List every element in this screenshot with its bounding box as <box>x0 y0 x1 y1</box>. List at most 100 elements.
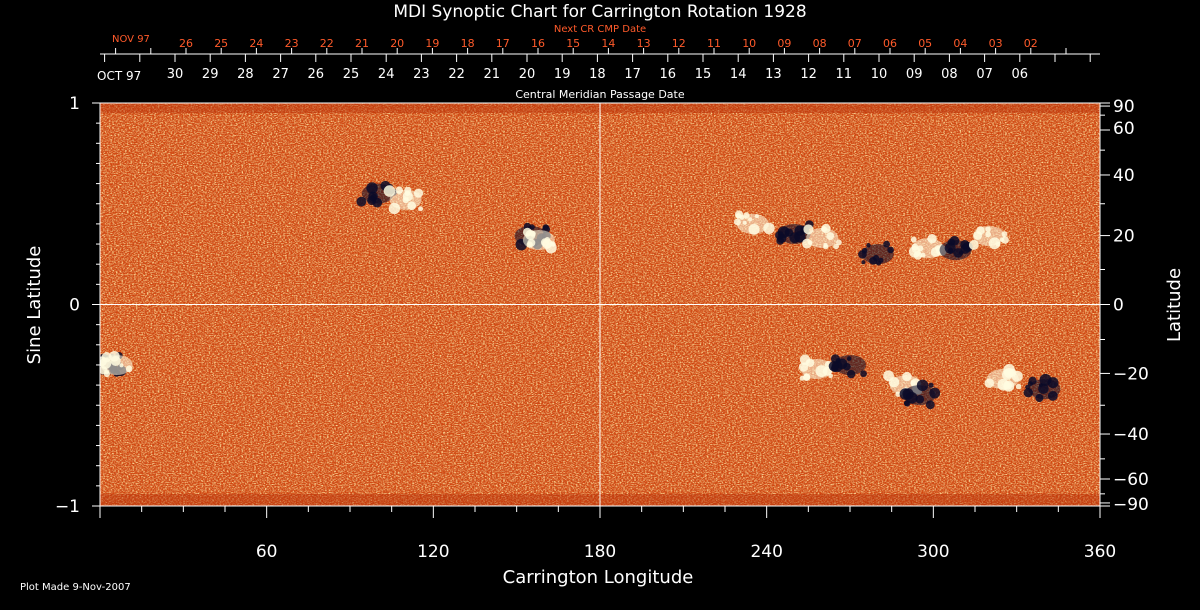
cmp-day-label: 27 <box>272 67 289 82</box>
cmp-day-label: 12 <box>800 67 817 82</box>
positive-region <box>802 223 842 250</box>
region-speck <box>821 226 828 233</box>
cmp-day-label: 08 <box>941 67 958 82</box>
next-cr-day-label: 05 <box>918 37 932 50</box>
cmp-day-label: 10 <box>871 67 888 82</box>
negative-region <box>828 354 867 379</box>
y-right-tick-label: 90 <box>1113 97 1135 117</box>
next-cr-day-label: 18 <box>461 37 475 50</box>
next-cr-day-label: 03 <box>989 37 1003 50</box>
cmp-day-label: 09 <box>906 67 923 82</box>
next-cr-day-label: 25 <box>214 37 228 50</box>
region-speck <box>413 188 424 198</box>
cmp-month-label: OCT 97 <box>97 69 141 83</box>
next-cr-day-label: 09 <box>777 37 791 50</box>
region-speck <box>888 377 900 388</box>
next-cr-day-label: 11 <box>707 37 721 50</box>
region-speck <box>742 220 747 225</box>
region-speck <box>101 352 112 363</box>
y-left-tick-label: 1 <box>69 94 80 114</box>
region-speck <box>895 391 901 397</box>
next-cr-axis-label: Next CR CMP Date <box>554 24 646 35</box>
cmp-day-label: 18 <box>589 67 606 82</box>
next-cr-day-label: 22 <box>320 37 334 50</box>
region-speck <box>826 232 835 240</box>
y-left-axis-label: Sine Latitude <box>24 246 45 365</box>
x-tick-label: 360 <box>1084 542 1116 562</box>
next-cr-day-label: 14 <box>601 37 615 50</box>
y-right-tick-label: 40 <box>1113 166 1135 186</box>
region-speck <box>527 238 536 247</box>
region-speck <box>928 382 934 388</box>
x-tick-label: 120 <box>417 542 449 562</box>
cmp-day-label: 23 <box>413 67 430 82</box>
region-speck <box>846 356 852 361</box>
y-right-tick-label: −20 <box>1113 364 1149 384</box>
positive-region <box>968 225 1009 250</box>
cmp-day-label: 15 <box>695 67 712 82</box>
region-speck <box>1047 390 1058 401</box>
positive-region <box>522 227 557 254</box>
negative-region <box>1023 373 1061 403</box>
region-speck <box>763 222 775 235</box>
next-cr-day-label: 26 <box>179 37 193 50</box>
chart-title: MDI Synoptic Chart for Carrington Rotati… <box>393 2 806 22</box>
next-cr-month-label: NOV 97 <box>112 34 150 45</box>
region-speck <box>366 182 378 194</box>
cmp-day-label: 07 <box>976 67 993 82</box>
region-speck <box>754 214 759 219</box>
region-speck <box>858 250 867 259</box>
cmp-day-label: 28 <box>237 67 254 82</box>
region-speck <box>367 195 377 205</box>
cmp-day-label: 25 <box>343 67 360 82</box>
region-speck <box>540 238 550 247</box>
region-speck <box>910 236 917 243</box>
next-cr-day-label: 13 <box>637 37 651 50</box>
cmp-day-label: 20 <box>519 67 536 82</box>
cmp-day-label: 14 <box>730 67 747 82</box>
cmp-day-label: 17 <box>624 67 641 82</box>
region-speck <box>846 370 856 379</box>
next-cr-day-label: 08 <box>813 37 827 50</box>
region-speck <box>418 206 424 212</box>
region-speck <box>872 254 880 262</box>
cmp-day-label: 11 <box>836 67 853 82</box>
cmp-day-label: 26 <box>308 67 325 82</box>
region-speck <box>119 363 124 368</box>
next-cr-day-label: 17 <box>496 37 510 50</box>
positive-region <box>984 364 1023 392</box>
region-speck <box>904 400 911 407</box>
y-right-axis-label: Latitude <box>1164 268 1185 342</box>
region-speck <box>866 243 871 248</box>
region-speck <box>917 245 924 252</box>
region-speck <box>823 244 829 250</box>
region-speck <box>915 394 925 404</box>
cmp-day-label: 29 <box>202 67 219 82</box>
region-speck <box>802 238 812 249</box>
next-cr-day-label: 20 <box>390 37 404 50</box>
region-speck <box>968 240 979 250</box>
region-speck <box>927 234 937 244</box>
region-speck <box>1003 380 1015 392</box>
cmp-axis-label: Central Meridian Passage Date <box>515 88 684 101</box>
region-speck <box>395 186 404 195</box>
region-speck <box>861 260 866 265</box>
region-speck <box>830 354 840 364</box>
next-cr-day-label: 19 <box>425 37 439 50</box>
next-cr-day-label: 16 <box>531 37 545 50</box>
next-cr-day-label: 23 <box>285 37 299 50</box>
x-tick-label: 60 <box>256 542 278 562</box>
next-cr-day-label: 06 <box>883 37 897 50</box>
region-speck <box>887 246 894 254</box>
region-speck <box>402 191 413 202</box>
region-speck <box>1025 384 1030 390</box>
region-speck <box>830 364 839 373</box>
region-speck <box>1001 236 1009 244</box>
region-speck <box>902 371 912 382</box>
region-speck <box>883 240 891 248</box>
region-speck <box>803 373 811 382</box>
next-cr-axis: 26 25 24 23 22 21 20 19 18 17 16 15 14 13 12 11 10 09 08 07… <box>112 24 1067 54</box>
next-cr-day-label: 10 <box>742 37 756 50</box>
y-right-tick-label: 20 <box>1113 227 1135 247</box>
